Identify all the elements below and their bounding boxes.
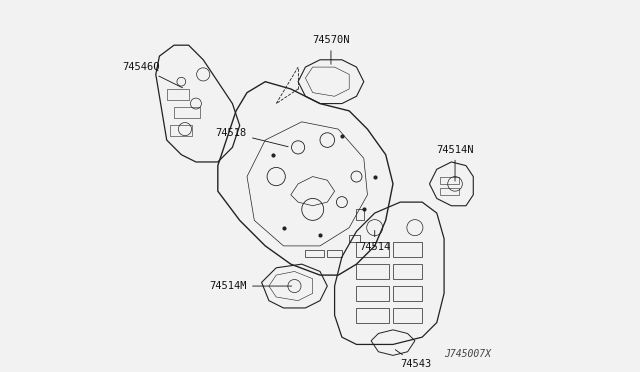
Text: 74543: 74543 xyxy=(396,350,431,369)
Text: 74514M: 74514M xyxy=(209,281,292,291)
Text: 74514: 74514 xyxy=(359,230,390,252)
Text: 74518: 74518 xyxy=(216,128,288,147)
Text: 74514N: 74514N xyxy=(436,145,474,181)
Text: 74546Q: 74546Q xyxy=(122,62,182,88)
Text: J745007X: J745007X xyxy=(445,349,492,359)
Text: 74570N: 74570N xyxy=(312,35,349,64)
